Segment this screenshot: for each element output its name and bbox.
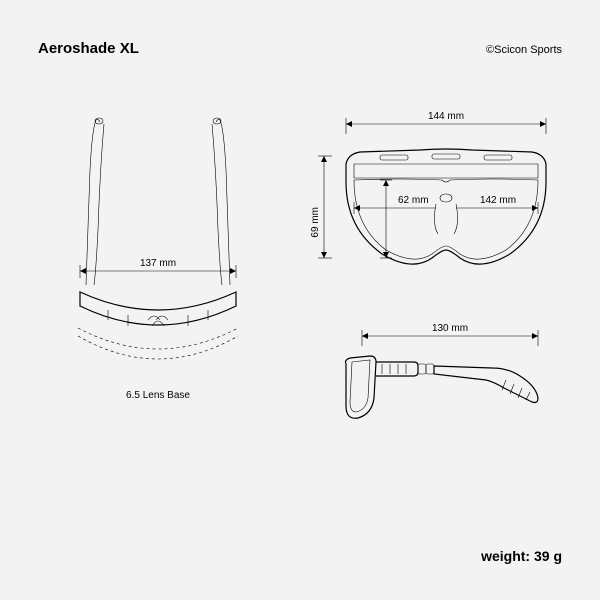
front-outer-height-label: 69 mm	[310, 207, 321, 238]
front-inner-height-label: 62 mm	[398, 195, 429, 206]
weight-label: weight: 39 g	[481, 548, 562, 564]
front-inner-width-label: 142 mm	[480, 195, 516, 206]
side-view-diagram: 130 mm	[310, 320, 570, 440]
brand-copyright: ©Scicon Sports	[486, 44, 562, 56]
front-outer-width-label: 144 mm	[428, 111, 464, 122]
lens-base-note: 6.5 Lens Base	[126, 390, 190, 400]
front-view-diagram: 144 mm 69 mm 142 mm 62 mm	[310, 108, 570, 308]
top-width-label: 137 mm	[140, 258, 176, 269]
side-length-label: 130 mm	[432, 323, 468, 334]
product-title: Aeroshade XL	[38, 40, 139, 57]
header: Aeroshade XL ©Scicon Sports	[38, 40, 562, 57]
top-view-diagram: 137 mm 6.5 Lens Base	[28, 110, 288, 400]
